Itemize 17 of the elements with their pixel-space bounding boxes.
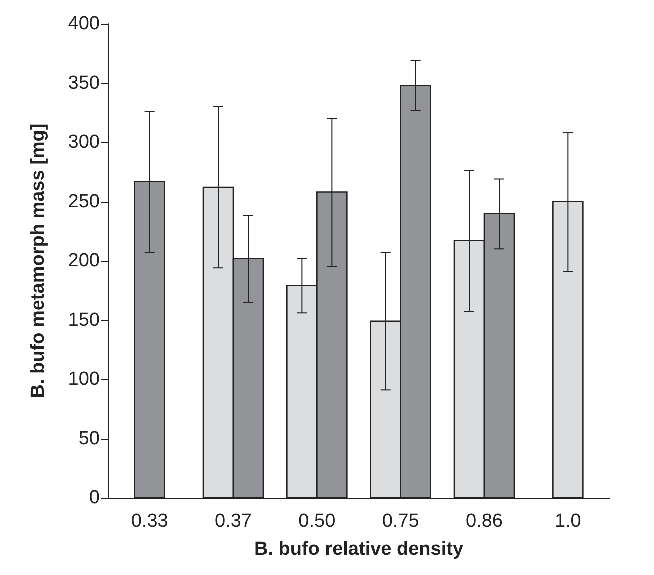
y-tick-label: 100 [68, 369, 100, 390]
y-tick-label: 250 [68, 191, 100, 212]
x-tick-label: 1.0 [554, 511, 582, 532]
x-tick-label: 0.86 [466, 511, 503, 532]
y-tick-label: 350 [68, 72, 100, 94]
y-tick-label: 150 [68, 310, 100, 331]
x-tick-label: 0.37 [215, 511, 252, 532]
y-tick-label: 0 [89, 488, 100, 508]
y-tick-label: 200 [68, 250, 100, 272]
y-axis-title: B. bufo metamorph mass [mg] [28, 124, 49, 398]
y-tick-label: 50 [78, 428, 100, 450]
y-tick-label: 400 [68, 14, 100, 34]
x-tick-label: 0.75 [382, 511, 420, 532]
x-tick-label: 0.50 [298, 511, 336, 532]
x-axis-title: B. bufo relative density [254, 539, 464, 560]
y-tick-label: 300 [68, 132, 100, 153]
x-tick-label: 0.33 [131, 511, 168, 532]
